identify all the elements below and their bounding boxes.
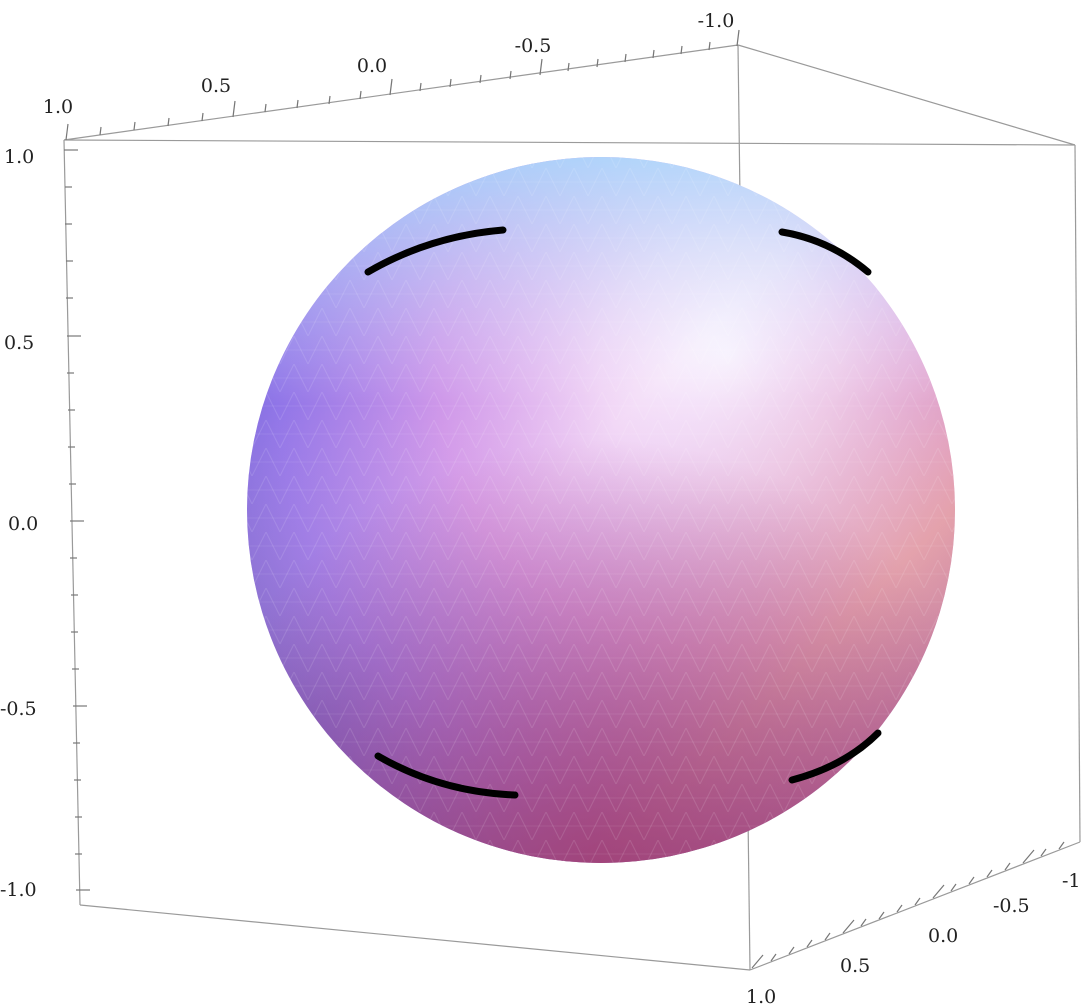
arc-lower-right bbox=[788, 729, 882, 784]
top-axis-label-1: 0.5 bbox=[201, 75, 231, 97]
sphere-surface bbox=[247, 157, 955, 863]
bottom-right-axis-label-2: 0.0 bbox=[928, 925, 958, 947]
arc-lower-left bbox=[374, 752, 519, 799]
curve-arcs bbox=[364, 226, 882, 799]
left-axis-label-3: -0.5 bbox=[0, 698, 37, 720]
bounding-box-front bbox=[63, 139, 1081, 971]
bottom-right-axis bbox=[751, 841, 1065, 969]
bottom-right-axis-label-0: 1.0 bbox=[746, 986, 776, 1008]
top-axis-label-2: 0.0 bbox=[357, 55, 387, 77]
top-axis-label-0: 1.0 bbox=[43, 96, 73, 118]
top-axis bbox=[65, 29, 740, 141]
left-axis bbox=[64, 149, 90, 891]
left-axis-label-0: 1.0 bbox=[4, 146, 34, 168]
arc-upper-right bbox=[778, 228, 872, 276]
left-axis-label-1: 0.5 bbox=[4, 332, 34, 354]
left-axis-label-2: 0.0 bbox=[8, 513, 38, 535]
bottom-right-axis-label-4: -1 bbox=[1062, 870, 1081, 892]
arc-upper-left bbox=[364, 226, 507, 276]
top-axis-label-3: -0.5 bbox=[515, 35, 552, 57]
top-axis-label-4: -1.0 bbox=[698, 10, 735, 32]
bottom-right-axis-label-3: -0.5 bbox=[993, 895, 1030, 917]
bottom-right-axis-label-1: 0.5 bbox=[840, 955, 870, 977]
left-axis-label-4: -1.0 bbox=[0, 879, 37, 901]
